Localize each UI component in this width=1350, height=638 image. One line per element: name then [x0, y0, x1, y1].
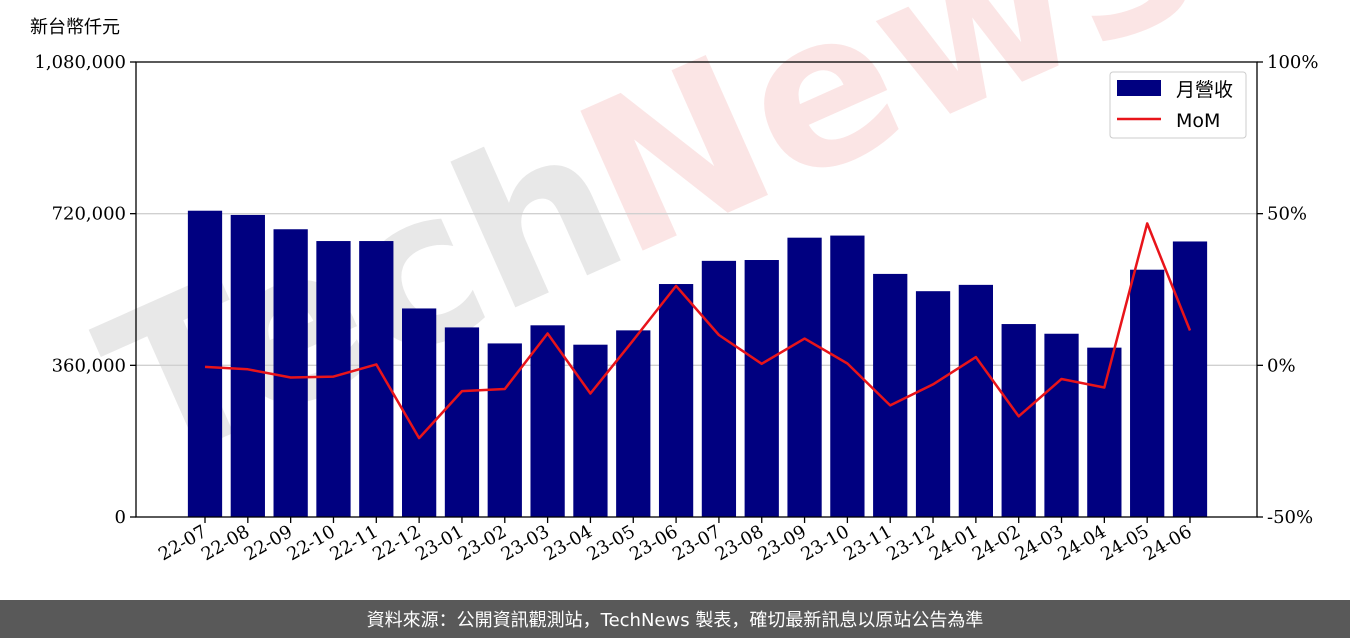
x-tick-label: 23-12: [883, 521, 938, 565]
x-tick-label: 24-02: [969, 521, 1024, 565]
x-tick-label: 22-12: [369, 521, 424, 565]
y2-tick-label: 0%: [1267, 355, 1296, 376]
revenue-bar-22-10: [316, 241, 351, 518]
y2-tick-label: 100%: [1267, 52, 1318, 73]
y-tick-label: 0: [115, 507, 126, 528]
x-tick-label: 23-10: [797, 521, 852, 565]
revenue-chart: Tech News 新台幣仟元 0360,000720,0001,080,000…: [30, 0, 1318, 565]
mom-series: [204, 222, 1192, 440]
x-tick-label: 24-01: [926, 521, 981, 565]
revenue-bar-23-01: [444, 327, 480, 517]
y2-tick-label: 50%: [1267, 204, 1307, 225]
y-tick-label: 360,000: [52, 355, 126, 376]
x-tick-label: 23-01: [412, 521, 467, 565]
revenue-bar-24-05: [1130, 269, 1165, 517]
x-tick-label: 23-06: [626, 521, 681, 565]
plot-frame: [135, 61, 1258, 518]
x-tick-label: 23-08: [712, 521, 767, 565]
revenue-bar-23-12: [915, 291, 951, 517]
legend: 月營收 MoM: [1109, 71, 1247, 139]
revenue-bar-23-06: [658, 284, 694, 517]
y-tick-label: 720,000: [52, 204, 126, 225]
revenue-bar-23-11: [873, 273, 908, 517]
revenue-bar-23-05: [616, 330, 651, 517]
x-tick-label: 23-11: [840, 521, 895, 565]
mom-line: [204, 222, 1192, 440]
x-tick-label: 23-07: [669, 521, 724, 565]
revenue-bar-24-01: [958, 284, 993, 517]
x-tick-label: 24-06: [1140, 521, 1195, 565]
y-axis-unit-label: 新台幣仟元: [30, 17, 120, 38]
x-tick-label: 23-03: [498, 521, 553, 565]
revenue-bar-23-07: [701, 260, 737, 517]
y-tick-label: 1,080,000: [34, 52, 126, 73]
revenue-bar-24-04: [1087, 347, 1122, 517]
x-tick-label: 24-03: [1012, 521, 1067, 565]
revenue-bar-22-11: [359, 241, 394, 518]
x-tick-label: 22-09: [241, 521, 296, 565]
x-tick-label: 23-04: [540, 521, 595, 565]
revenue-bar-22-08: [230, 214, 265, 518]
revenue-bar-22-09: [273, 229, 308, 517]
legend-bar-swatch: [1117, 80, 1161, 96]
legend-label-revenue: 月營收: [1176, 79, 1233, 101]
x-tick-label: 22-10: [284, 521, 339, 565]
x-tick-label: 24-04: [1054, 521, 1109, 565]
x-tick-label: 23-05: [583, 521, 638, 565]
revenue-bar-23-04: [573, 344, 608, 517]
revenue-bar-24-03: [1044, 333, 1079, 517]
revenue-bar-22-07: [187, 210, 223, 517]
revenue-bar-23-03: [530, 325, 565, 517]
revenue-bar-23-02: [487, 343, 522, 517]
revenue-bar-22-12: [402, 308, 437, 517]
x-tick-label: 22-07: [155, 521, 210, 565]
x-tick-label: 22-08: [198, 521, 253, 565]
source-footer-text: 資料來源：公開資訊觀測站，TechNews 製表，確切最新訊息以原站公告為準: [366, 610, 984, 631]
source-footer: 資料來源：公開資訊觀測站，TechNews 製表，確切最新訊息以原站公告為準: [0, 600, 1350, 638]
watermark-news: News: [546, 0, 1228, 304]
legend-label-mom: MoM: [1176, 110, 1220, 132]
revenue-bar-24-06: [1172, 241, 1208, 517]
revenue-bar-23-08: [744, 260, 779, 517]
x-tick-label: 23-02: [455, 521, 510, 565]
y2-tick-label: -50%: [1267, 507, 1313, 528]
revenue-bar-24-02: [1001, 324, 1036, 517]
x-tick-label: 24-05: [1097, 521, 1152, 565]
bar-series: [187, 210, 1208, 518]
x-tick-label: 22-11: [326, 521, 381, 565]
revenue-bar-23-09: [787, 237, 822, 518]
x-tick-label: 23-09: [755, 521, 810, 565]
